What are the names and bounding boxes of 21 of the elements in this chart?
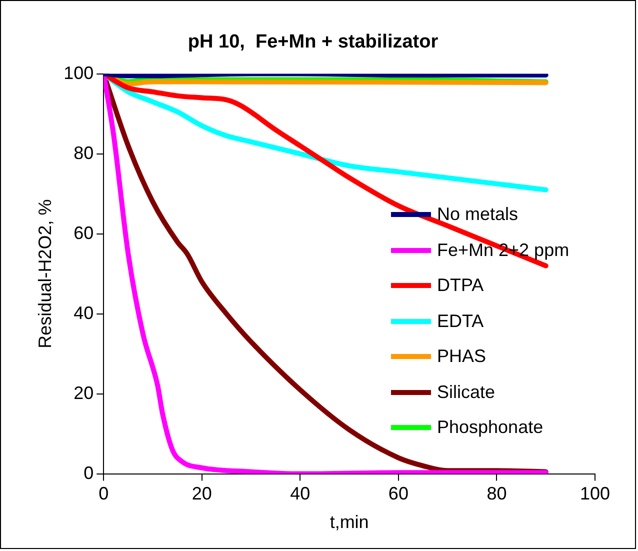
x-tick-label: 40 bbox=[290, 484, 310, 504]
x-tick-label: 100 bbox=[580, 484, 610, 504]
legend-label: Silicate bbox=[437, 382, 496, 403]
x-tick-label: 0 bbox=[98, 484, 109, 504]
y-tick-label: 100 bbox=[64, 62, 94, 83]
x-axis-title: t,min bbox=[330, 512, 369, 532]
legend-label: Phosphonate bbox=[437, 417, 544, 438]
y-tick-label: 20 bbox=[74, 382, 94, 403]
x-tick-label: 20 bbox=[192, 484, 212, 504]
x-tick-label: 60 bbox=[388, 484, 408, 504]
y-tick-label: 80 bbox=[74, 142, 94, 163]
y-axis-title: Residual-H2O2, % bbox=[34, 199, 55, 348]
y-tick-label: 60 bbox=[74, 222, 94, 243]
chart-title: pH 10, Fe+Mn + stabilizator bbox=[188, 32, 439, 53]
y-tick-label: 0 bbox=[84, 462, 94, 483]
y-tick-label: 40 bbox=[74, 302, 94, 323]
x-tick-label: 80 bbox=[486, 484, 507, 504]
legend-label: No metals bbox=[437, 204, 518, 226]
legend-label: EDTA bbox=[437, 310, 484, 332]
legend-label: DTPA bbox=[437, 275, 484, 296]
legend-label: PHAS bbox=[437, 346, 486, 368]
